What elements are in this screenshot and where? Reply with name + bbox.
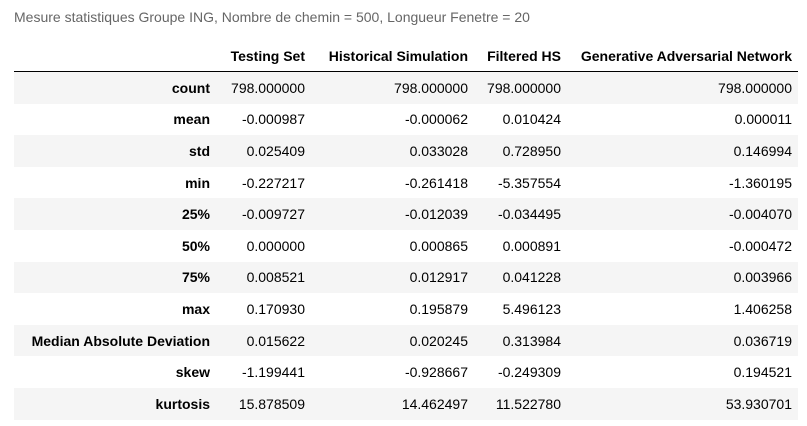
table-cell: 0.728950 [502, 142, 561, 159]
table-cell: 0.313984 [502, 332, 561, 349]
row-label: max [181, 300, 210, 317]
table-cell: 0.015622 [246, 332, 305, 349]
row-label: Median Absolute Deviation [31, 332, 210, 349]
table-row: max 0.170930 0.195879 5.496123 1.406258 [14, 293, 798, 325]
row-label: 25% [181, 206, 210, 223]
table-cell: 0.170930 [246, 300, 305, 317]
table-row: 75% 0.008521 0.012917 0.041228 0.003966 [14, 261, 798, 294]
table-cell: 0.003966 [733, 269, 792, 286]
table-row: kurtosis 15.878509 14.462497 11.522780 53.93… [14, 387, 798, 420]
row-label: 75% [181, 269, 210, 286]
table-cell: 0.008521 [246, 269, 305, 286]
table-cell: 0.146994 [733, 142, 792, 159]
table-cell: -1.360195 [728, 174, 792, 191]
table-caption: Mesure statistiques Groupe ING, Nombre d… [14, 9, 530, 25]
table-cell: 0.000011 [734, 111, 792, 128]
header-row: Testing Set Historical Simulation Filtered… [14, 41, 798, 72]
table-cell: 53.930701 [725, 395, 792, 412]
table-cell: 0.025409 [246, 142, 305, 159]
table-cell: 0.033028 [409, 142, 468, 159]
table-row: mean -0.000987 -0.000062 0.010424 0.000011 [14, 103, 798, 136]
row-label: std [189, 142, 210, 159]
table-cell: 798.000000 [394, 79, 468, 96]
column-header: Historical Simulation [311, 41, 474, 72]
table-cell: -0.012039 [404, 206, 468, 223]
table-cell: 0.000891 [502, 237, 561, 254]
row-label: mean [173, 111, 210, 128]
table-cell: 1.406258 [733, 300, 792, 317]
table-cell: 798.000000 [718, 79, 792, 96]
table-row: min -0.227217 -0.261418 -5.357554 -1.360195 [14, 166, 798, 199]
table-cell: -0.227217 [241, 174, 305, 191]
table-row: 25% -0.009727 -0.012039 -0.034495 -0.004070 [14, 198, 798, 230]
table-cell: -0.249309 [497, 364, 561, 381]
statistics-table: Testing Set Historical Simulation Filtered… [14, 41, 798, 420]
table-row: std 0.025409 0.033028 0.728950 0.146994 [14, 135, 798, 167]
table-cell: 0.012917 [409, 269, 468, 286]
table-cell: -0.928667 [404, 364, 468, 381]
row-label: count [171, 79, 210, 96]
table-cell: 15.878509 [238, 395, 305, 412]
table-cell: -1.199441 [241, 364, 305, 381]
table-cell: 0.020245 [409, 332, 468, 349]
table-row: Median Absolute Deviation 0.015622 0.02024… [14, 324, 798, 357]
table-cell: -0.000472 [728, 237, 792, 254]
table-cell: 798.000000 [231, 79, 305, 96]
column-header: Generative Adversarial Network [567, 41, 798, 72]
table-cell: -0.004070 [728, 206, 792, 223]
row-label: min [185, 174, 210, 191]
table-header: Testing Set Historical Simulation Filtered… [14, 41, 798, 72]
table-cell: -0.034495 [497, 206, 561, 223]
table-cell: -0.261418 [404, 174, 468, 191]
column-header: Filtered HS [474, 41, 567, 72]
table-cell: -5.357554 [497, 174, 561, 191]
table-cell: 798.000000 [487, 79, 561, 96]
table-row: skew -1.199441 -0.928667 -0.249309 0.194521 [14, 356, 798, 388]
table-cell: 0.194521 [733, 364, 792, 381]
table-cell: 14.462497 [401, 395, 468, 412]
table-cell: -0.000987 [241, 111, 305, 128]
table-cell: -0.009727 [241, 206, 305, 223]
index-header [14, 41, 216, 72]
table-cell: 0.195879 [409, 300, 468, 317]
table-cell: 0.000000 [246, 237, 305, 254]
table-cell: 0.000865 [409, 237, 468, 254]
column-header: Testing Set [216, 41, 311, 72]
table-cell: 0.041228 [502, 269, 561, 286]
table-cell: 5.496123 [502, 300, 561, 317]
table-body: count 798.000000 798.000000 798.000000 798.0… [14, 71, 798, 420]
table-row: count 798.000000 798.000000 798.000000 798.0… [14, 71, 798, 104]
table-cell: 11.522780 [495, 395, 561, 412]
table-cell: 0.010424 [502, 111, 561, 128]
row-label: kurtosis [155, 395, 210, 412]
table-cell: -0.000062 [404, 111, 468, 128]
row-label: 50% [181, 237, 210, 254]
table-row: 50% 0.000000 0.000865 0.000891 -0.000472 [14, 229, 798, 262]
row-label: skew [175, 364, 210, 381]
table-cell: 0.036719 [733, 332, 792, 349]
